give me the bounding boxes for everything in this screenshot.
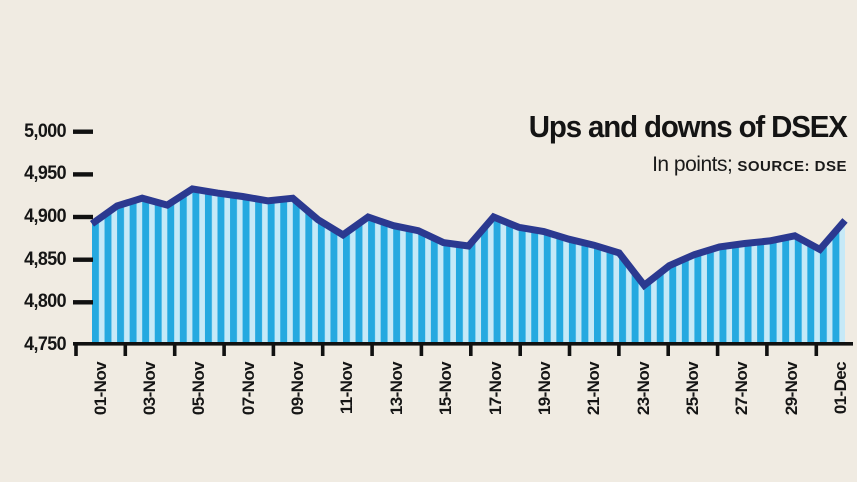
x-axis-tick [814,342,819,356]
y-axis-label: 4,800 [24,291,66,313]
x-axis-tick [271,342,276,356]
y-axis-label: 4,900 [24,206,66,228]
source-label: SOURCE: DSE [737,158,847,176]
x-axis-label: 21-Nov [584,362,604,416]
x-axis-label: 11-Nov [337,362,357,415]
x-axis-line [73,342,853,346]
y-axis-tick [73,129,93,134]
title-block: Ups and downs of DSEX In points; SOURCE: … [512,109,848,177]
chart-subtitle: In points; SOURCE: DSE [512,153,847,177]
y-axis-tick [73,214,93,220]
x-axis-tick [666,342,670,356]
x-axis-tick [320,342,325,356]
x-axis-label: 01-Nov [90,362,110,416]
x-axis-label: 09-Nov [288,362,308,416]
x-axis-label: 01-Dec [830,362,850,415]
y-axis-tick [73,257,93,262]
x-axis-tick [370,342,374,356]
y-axis-label: 4,850 [24,248,66,270]
x-axis-label: 19-Nov [534,362,554,416]
y-axis-tick [73,172,93,177]
x-axis-tick [518,342,522,356]
x-axis-tick [469,342,473,356]
x-axis-label: 29-Nov [781,362,801,416]
y-axis-label: 5,000 [24,120,66,142]
x-axis-label: 23-Nov [633,362,653,416]
trend-line [89,185,848,291]
x-axis-tick [765,342,769,356]
x-axis-label: 03-Nov [140,362,159,416]
y-axis-label: 4,950 [24,163,66,185]
x-axis-label: 27-Nov [732,362,752,416]
x-axis-label: 17-Nov [485,362,505,416]
x-axis-tick [567,342,572,356]
x-axis-label: 13-Nov [386,362,406,416]
units-label: In points; [652,153,733,177]
x-axis-tick [123,342,128,356]
x-axis-tick [172,342,177,356]
x-axis-tick [74,342,78,356]
x-axis-tick [222,342,226,356]
area-series [92,188,845,342]
x-axis-tick [419,342,424,356]
x-axis-label: 07-Nov [238,362,258,416]
y-axis-tick [73,300,93,305]
x-axis-tick [715,342,720,356]
y-axis-label: 4,750 [24,334,66,355]
chart-title: Ups and downs of DSEX [528,109,848,144]
x-axis-tick [617,342,621,356]
x-axis-label: 15-Nov [436,362,456,416]
x-axis-label: 25-Nov [682,362,702,416]
x-axis-label: 05-Nov [189,362,209,416]
